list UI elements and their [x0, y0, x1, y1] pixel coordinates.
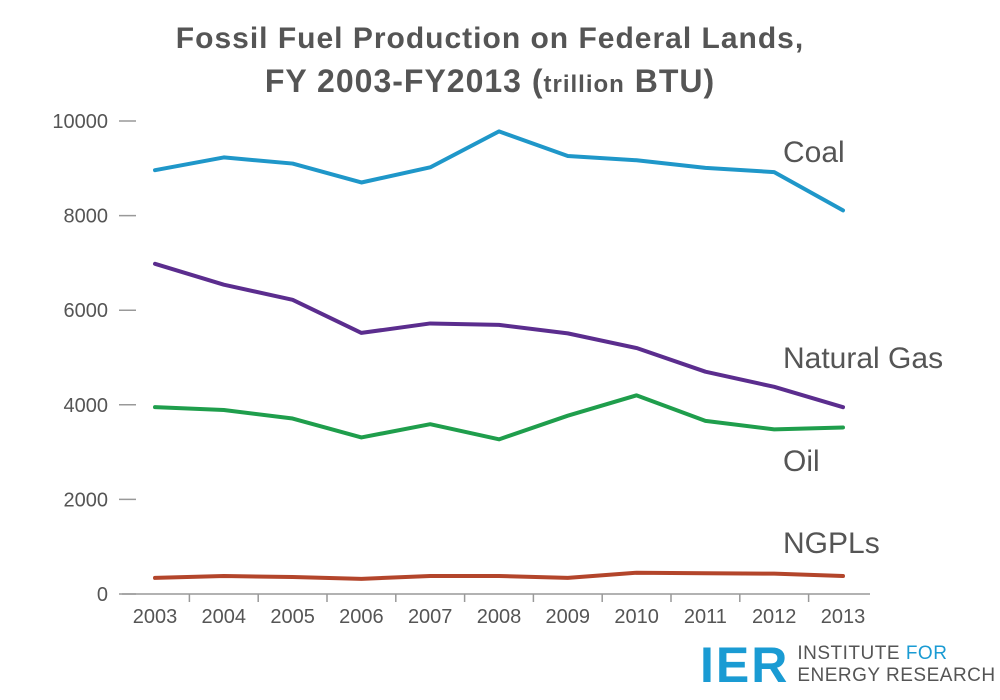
chart-title-end: BTU) — [625, 63, 715, 99]
y-tick-label: 6000 — [64, 300, 109, 322]
x-tick-label: 2005 — [270, 606, 315, 628]
x-tick-label: 2006 — [339, 606, 384, 628]
series-line-coal — [153, 129, 845, 213]
chart-title-unit: trillion — [544, 71, 625, 98]
chart-title-line1: Fossil Fuel Production on Federal Lands, — [176, 22, 804, 55]
series-lines — [153, 129, 845, 581]
y-tick-label: 10000 — [52, 111, 108, 133]
x-tick-label: 2013 — [821, 606, 866, 628]
y-tick-label: 0 — [97, 584, 108, 606]
x-tick-label: 2009 — [546, 606, 591, 628]
x-tick-label: 2012 — [752, 606, 797, 628]
series-label-ngpls: NGPLs — [783, 527, 880, 560]
ier-logo: IER INSTITUTE FOR ENERGY RESEARCH — [700, 640, 996, 690]
x-tick-label: 2008 — [477, 606, 522, 628]
x-tick-label: 2010 — [614, 606, 659, 628]
logo-text: INSTITUTE FOR ENERGY RESEARCH — [797, 643, 995, 687]
chart-title-main: FY 2003-FY2013 ( — [265, 63, 544, 99]
logo-mark: IER — [700, 637, 790, 693]
axes: 0 2000 4000 6000 8000 10000 2003 2004 2005 2006 20… — [52, 111, 870, 628]
x-tick-label: 2011 — [684, 606, 727, 628]
series-label-coal: Coal — [783, 136, 845, 169]
series-line-oil — [153, 393, 845, 442]
series-label-natural-gas: Natural Gas — [783, 342, 943, 375]
y-tick-label: 8000 — [64, 206, 109, 228]
logo-line1: INSTITUTE FOR — [797, 643, 948, 664]
series-line-ngpls — [153, 570, 845, 581]
series-labels: Coal Natural Gas Oil NGPLs — [783, 136, 943, 560]
x-tick-label: 2004 — [202, 606, 247, 628]
y-tick-label: 4000 — [64, 395, 109, 417]
logo-line2: ENERGY RESEARCH — [797, 665, 996, 686]
series-label-oil: Oil — [783, 445, 820, 478]
line-chart: Fossil Fuel Production on Federal Lands,… — [52, 22, 943, 628]
series-line-natural-gas — [153, 261, 845, 410]
y-tick-label: 2000 — [64, 489, 109, 511]
x-tick-label: 2007 — [408, 606, 453, 628]
x-tick-label: 2003 — [133, 606, 178, 628]
chart-title-line2: FY 2003-FY2013 (trillion BTU) — [265, 63, 715, 99]
